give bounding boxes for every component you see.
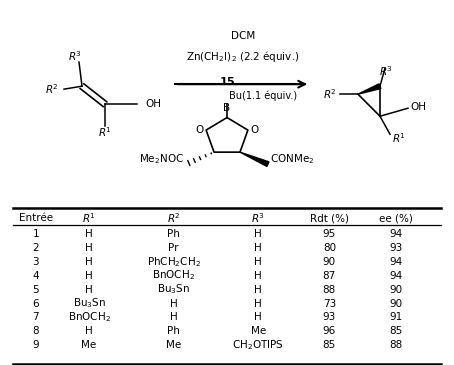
Text: O: O (250, 125, 258, 135)
Text: H: H (85, 285, 93, 295)
Text: Bu$_3$Sn: Bu$_3$Sn (157, 283, 190, 296)
Text: R$^3$: R$^3$ (252, 211, 265, 225)
Text: B: B (223, 103, 231, 112)
Text: R$^3$: R$^3$ (68, 49, 82, 63)
Text: H: H (254, 228, 262, 239)
Text: OH: OH (410, 102, 426, 112)
Text: Me: Me (251, 326, 266, 337)
Text: Me: Me (81, 341, 97, 350)
Text: 95: 95 (323, 228, 336, 239)
Text: 85: 85 (323, 341, 336, 350)
Text: R$^2$: R$^2$ (167, 211, 180, 225)
Text: Ph: Ph (167, 326, 180, 337)
Text: 90: 90 (390, 285, 403, 295)
Text: 87: 87 (323, 270, 336, 281)
Polygon shape (240, 152, 269, 166)
Text: 88: 88 (390, 341, 403, 350)
Text: 73: 73 (323, 299, 336, 308)
Text: H: H (254, 270, 262, 281)
Text: DCM: DCM (231, 31, 255, 41)
Text: R$^1$: R$^1$ (99, 125, 112, 139)
Text: 90: 90 (390, 299, 403, 308)
Text: R$^2$: R$^2$ (323, 87, 336, 101)
Text: H: H (170, 312, 178, 323)
Text: ee (%): ee (%) (379, 213, 413, 223)
Text: Ph: Ph (167, 228, 180, 239)
Text: R$^2$: R$^2$ (45, 82, 59, 96)
Text: 91: 91 (390, 312, 403, 323)
Text: 96: 96 (323, 326, 336, 337)
Text: R$^1$: R$^1$ (83, 211, 96, 225)
Text: H: H (254, 243, 262, 253)
Text: $\mathbf{15}$: $\mathbf{15}$ (219, 76, 235, 88)
Text: Me$_2$NOC: Me$_2$NOC (139, 152, 184, 166)
Text: 80: 80 (323, 243, 336, 253)
Text: R$^1$: R$^1$ (392, 131, 405, 145)
Text: 6: 6 (32, 299, 39, 308)
Text: 7: 7 (32, 312, 39, 323)
Text: Me: Me (166, 341, 181, 350)
Text: H: H (254, 257, 262, 266)
Polygon shape (358, 84, 381, 94)
Text: Bu$_3$Sn: Bu$_3$Sn (73, 297, 106, 310)
Text: 5: 5 (32, 285, 39, 295)
Text: OH: OH (145, 99, 161, 109)
Text: H: H (85, 243, 93, 253)
Text: Pr: Pr (168, 243, 179, 253)
Text: 94: 94 (390, 228, 403, 239)
Text: 94: 94 (390, 257, 403, 266)
Text: H: H (85, 257, 93, 266)
Text: R$^3$: R$^3$ (379, 64, 393, 78)
Text: 88: 88 (323, 285, 336, 295)
Text: Zn(CH$_2$I)$_2$ (2.2 équiv.): Zn(CH$_2$I)$_2$ (2.2 équiv.) (186, 49, 300, 64)
Text: H: H (85, 270, 93, 281)
Text: 9: 9 (32, 341, 39, 350)
Text: 8: 8 (32, 326, 39, 337)
Text: CH$_2$OTIPS: CH$_2$OTIPS (232, 339, 284, 352)
Text: 90: 90 (323, 257, 336, 266)
Text: 93: 93 (323, 312, 336, 323)
Text: O: O (196, 125, 204, 135)
Text: PhCH$_2$CH$_2$: PhCH$_2$CH$_2$ (147, 255, 201, 269)
Text: CONMe$_2$: CONMe$_2$ (270, 152, 315, 166)
Text: H: H (254, 312, 262, 323)
Text: H: H (85, 326, 93, 337)
Text: 3: 3 (32, 257, 39, 266)
Text: 1: 1 (32, 228, 39, 239)
Text: Rdt (%): Rdt (%) (310, 213, 349, 223)
Text: BnOCH$_2$: BnOCH$_2$ (152, 269, 195, 283)
Text: 85: 85 (390, 326, 403, 337)
Text: H: H (254, 299, 262, 308)
Text: BnOCH$_2$: BnOCH$_2$ (68, 311, 110, 324)
Text: 4: 4 (32, 270, 39, 281)
Text: H: H (254, 285, 262, 295)
Text: Bu(1.1 équiv.): Bu(1.1 équiv.) (229, 91, 297, 101)
Text: H: H (170, 299, 178, 308)
Text: 93: 93 (390, 243, 403, 253)
Text: 94: 94 (390, 270, 403, 281)
Text: 2: 2 (32, 243, 39, 253)
Text: H: H (85, 228, 93, 239)
Text: Entrée: Entrée (19, 213, 53, 223)
